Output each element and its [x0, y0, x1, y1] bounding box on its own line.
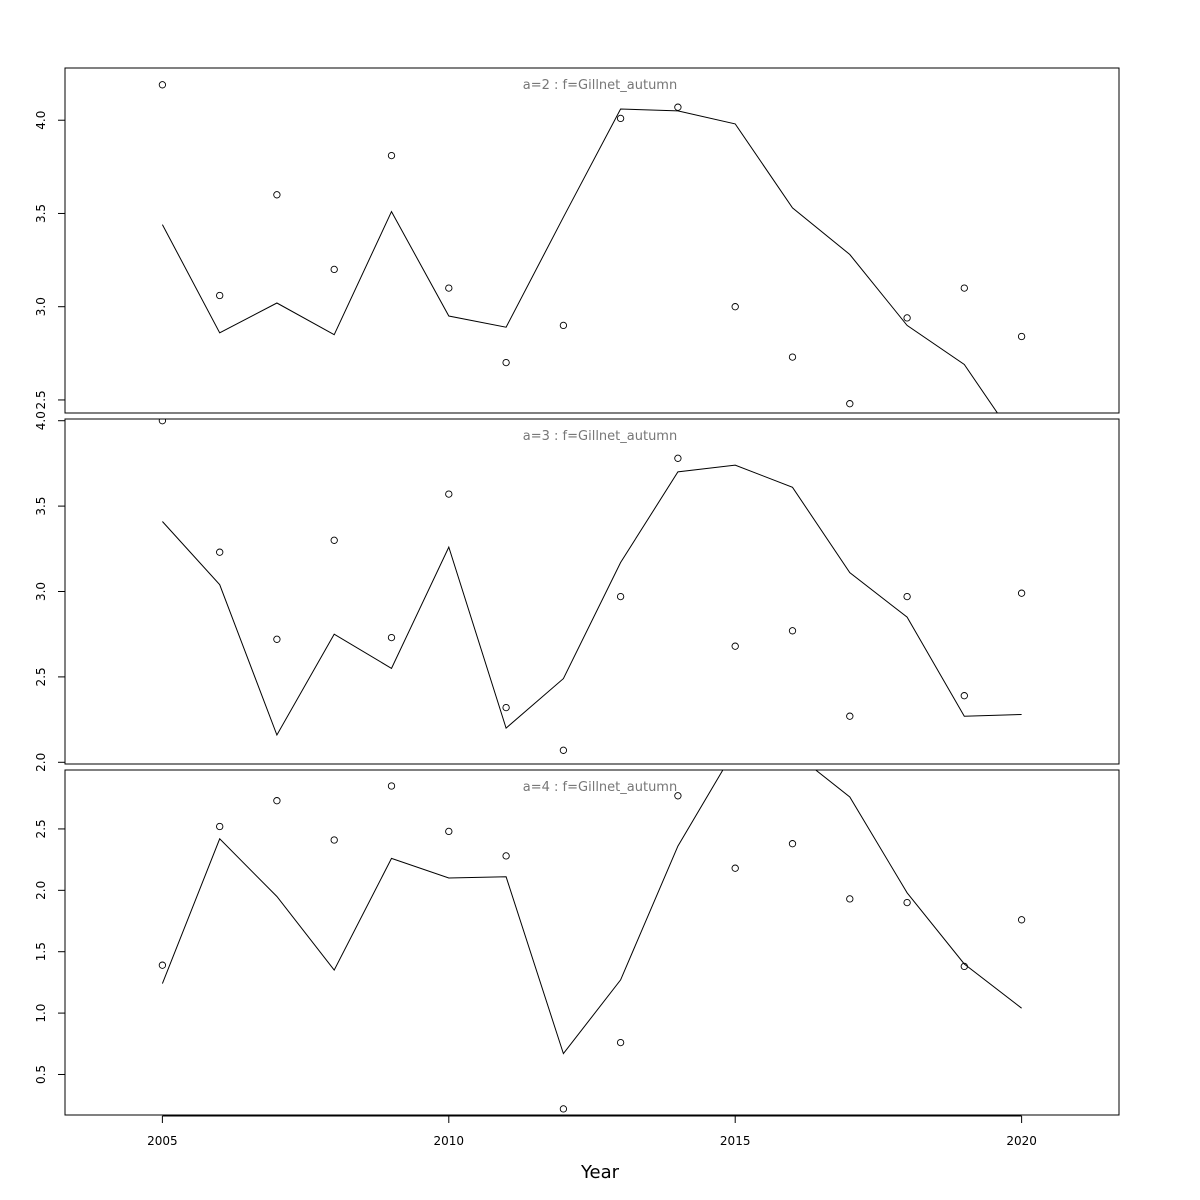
panel-2-observed-point	[387, 633, 396, 642]
panel-3-plot-area	[158, 770, 1026, 1113]
panel-2-observed-point	[674, 454, 682, 462]
x-tick-label: 2015	[720, 1134, 751, 1148]
panel-1-observed-point	[445, 284, 453, 292]
panel-3-observed-point	[445, 827, 453, 836]
panel-1-observed-point	[502, 358, 510, 367]
panel-2-y-tick-label: 3.5	[34, 497, 48, 516]
panel-3-observed-point	[788, 840, 797, 848]
panel-1-observed-point	[616, 114, 625, 123]
panel-2-observed-point	[616, 592, 625, 601]
panel-3: a=4 : f=Gillnet_autumn 0.5 1.0 1.5 2.0 2.5	[34, 769, 1120, 1116]
panel-3-observed-point	[846, 895, 854, 903]
panel-3-observed-point	[502, 852, 510, 860]
panel-2-observed-point	[559, 746, 568, 754]
panel-1-observed-point	[273, 191, 281, 199]
panel-1-frame	[64, 67, 1120, 414]
panel-2-observed-point	[273, 635, 281, 643]
x-tick-label: 2020	[1006, 1134, 1037, 1148]
panel-3-title: a=4 : f=Gillnet_autumn	[523, 780, 677, 795]
x-tick-label: 2005	[147, 1134, 178, 1148]
panel-2-observed-point	[846, 712, 854, 720]
panel-1: a=2 : f=Gillnet_autumn 2.5 3.0 3.5 4.0	[34, 67, 1120, 414]
panel-2-observed-point	[216, 548, 224, 556]
panel-3-y-tick-label: 2.5	[34, 819, 48, 838]
panel-3-observed-point	[903, 898, 911, 907]
panel-3-observed-point	[616, 1038, 625, 1047]
panel-2-y-tick-label: 2.0	[34, 753, 48, 772]
x-tick-label: 2010	[434, 1134, 465, 1148]
panel-3-y-tick-label: 2.0	[34, 881, 48, 900]
panel-1-observed-point	[559, 321, 568, 330]
panel-3-observed-point	[158, 961, 167, 969]
panel-1-observed-point	[674, 103, 682, 111]
panel-2-observed-point	[158, 419, 167, 425]
panel-1-observed-point	[846, 400, 854, 408]
panel-2-y-tick-label: 3.0	[34, 582, 48, 601]
panel-2-observed-point	[960, 692, 968, 700]
panel-2-plot-area	[158, 419, 1026, 754]
panel-3-y-tick-label: 1.0	[34, 1004, 48, 1023]
panel-1-observed-point	[788, 353, 797, 361]
panel-3-observed-point	[559, 1105, 568, 1113]
panel-2-observed-point	[731, 642, 739, 650]
panel-1-y-tick-label: 4.0	[34, 111, 48, 130]
panel-1-observed-point	[960, 284, 968, 292]
panel-3-observed-point	[387, 782, 396, 790]
panel-2-y-tick-label: 4.0	[34, 411, 48, 430]
panel-1-observed-point	[216, 291, 224, 300]
x-axis-title: Year	[580, 1162, 620, 1183]
panel-2: a=3 : f=Gillnet_autumn 2.0 2.5 3.0 3.5 4.0	[34, 411, 1120, 772]
panel-1-plot-area	[158, 81, 1026, 413]
panel-2-observed-point	[330, 536, 338, 544]
x-axis: 2005 2010 2015 2020	[147, 1115, 1037, 1148]
panel-2-observed-point	[1017, 589, 1026, 597]
panel-3-observed-point	[330, 836, 338, 844]
panel-3-observed-point	[674, 792, 682, 800]
panel-2-observed-point	[788, 627, 797, 635]
panel-3-observed-point	[216, 822, 224, 831]
panel-1-y-tick-label: 3.5	[34, 204, 48, 223]
panel-3-observed-point	[1017, 916, 1026, 924]
panel-2-observed-point	[903, 592, 911, 601]
panel-2-fitted-line	[162, 464, 1022, 737]
panel-1-y-tick-label: 3.0	[34, 297, 48, 316]
panel-1-observed-point	[387, 151, 396, 160]
panel-1-fitted-line	[161, 108, 999, 413]
panel-3-y-tick-label: 1.5	[34, 942, 48, 961]
panel-3-y-tick-label: 0.5	[34, 1065, 48, 1084]
panel-1-title: a=2 : f=Gillnet_autumn	[523, 78, 677, 93]
panel-1-observed-point	[158, 81, 167, 89]
panel-2-title: a=3 : f=Gillnet_autumn	[523, 429, 677, 444]
panel-1-observed-point	[330, 265, 338, 274]
panel-3-observed-point	[273, 797, 281, 805]
panel-1-observed-point	[731, 303, 739, 311]
panel-3-frame	[64, 769, 1120, 1116]
panel-2-observed-point	[445, 490, 453, 498]
panel-3-fitted-line	[161, 770, 1022, 1055]
panel-2-observed-point	[502, 703, 510, 712]
panel-1-observed-point	[903, 314, 911, 322]
panel-2-y-tick-label: 2.5	[34, 667, 48, 686]
panel-3-observed-point	[731, 864, 739, 872]
panel-1-y-tick-label: 2.5	[34, 390, 48, 409]
panel-3-observed-point	[960, 962, 968, 971]
panel-2-frame	[64, 418, 1120, 765]
panel-1-observed-point	[1017, 332, 1026, 341]
